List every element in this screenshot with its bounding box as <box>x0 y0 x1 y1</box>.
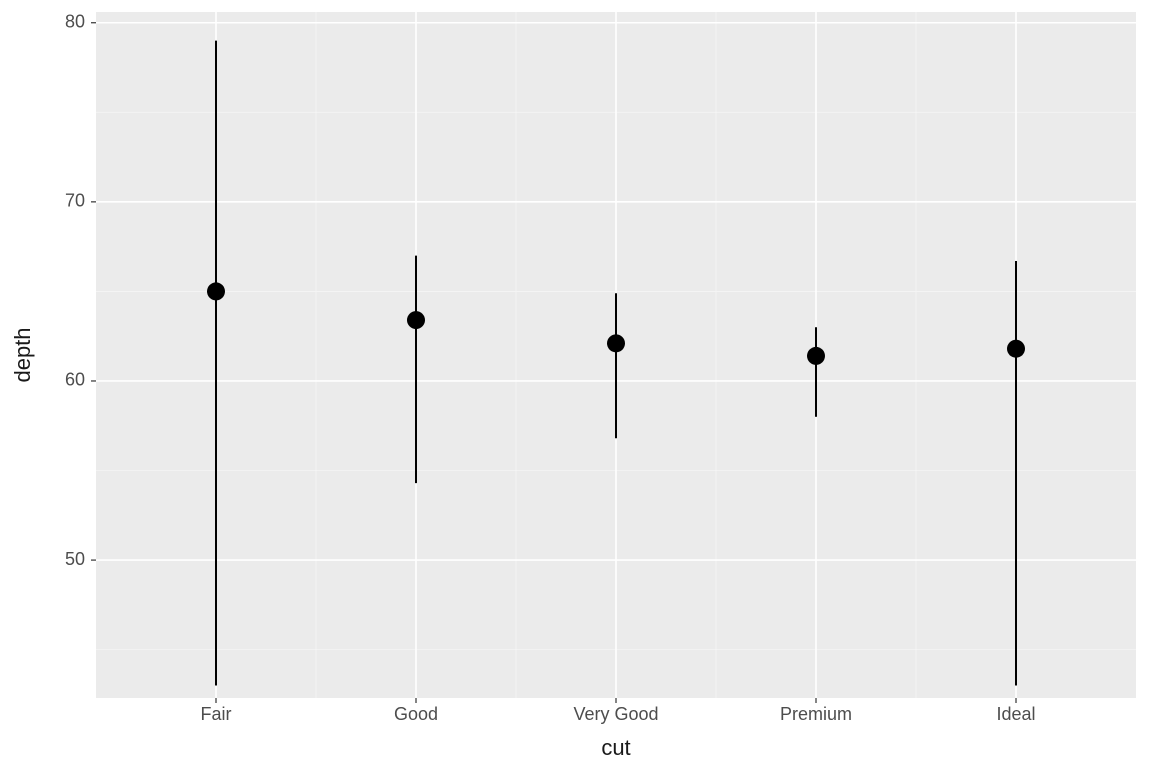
pointrange-chart: 50 60 70 80 Fair Good Very Good Premium Ideal cut… <box>0 0 1152 768</box>
x-tick-label: Fair <box>201 704 232 724</box>
x-tick-label: Very Good <box>573 704 658 724</box>
data-point <box>207 282 225 300</box>
y-tick-label: 60 <box>65 370 85 390</box>
data-point <box>407 311 425 329</box>
data-point <box>1007 340 1025 358</box>
y-tick-label: 70 <box>65 191 85 211</box>
data-point <box>607 334 625 352</box>
x-tick-label: Good <box>394 704 438 724</box>
x-tick-label: Ideal <box>996 704 1035 724</box>
y-axis-title: depth <box>10 327 35 382</box>
y-tick-label: 80 <box>65 11 85 31</box>
x-axis-title: cut <box>601 735 630 760</box>
x-tick-label: Premium <box>780 704 852 724</box>
data-point <box>807 347 825 365</box>
chart-container: 50 60 70 80 Fair Good Very Good Premium Ideal cut… <box>0 0 1152 768</box>
y-tick-label: 50 <box>65 549 85 569</box>
